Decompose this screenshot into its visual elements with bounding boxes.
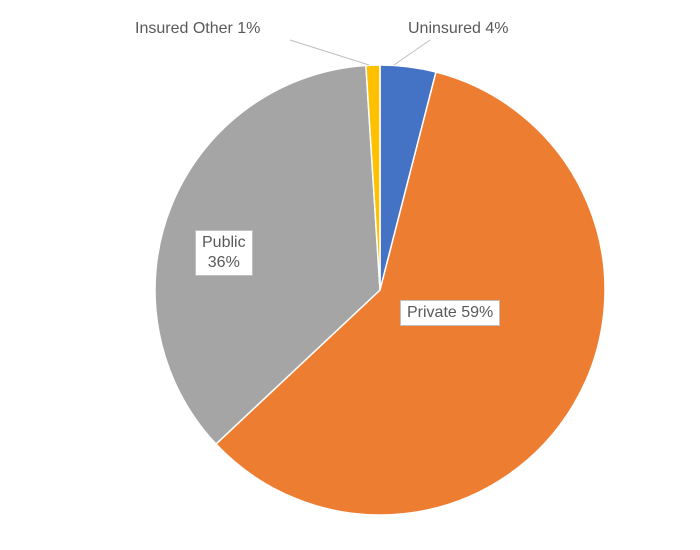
label-insured-other-pct: 1% [237,20,260,37]
label-uninsured-pct: 4% [485,20,508,37]
label-public: Public 36% [195,230,253,276]
label-public-pct: 36% [208,254,240,271]
pie-chart: Uninsured 4% Insured Other 1% Private 59… [0,0,700,550]
label-insured-other-name: Insured Other [135,20,233,37]
label-private: Private 59% [400,300,500,326]
label-insured-other: Insured Other 1% [135,20,260,38]
pie-svg [0,0,700,550]
label-public-name: Public [202,234,246,251]
label-uninsured-name: Uninsured [408,20,481,37]
label-private-name: Private [407,304,457,321]
label-private-pct: 59% [461,304,493,321]
label-uninsured: Uninsured 4% [408,20,509,38]
